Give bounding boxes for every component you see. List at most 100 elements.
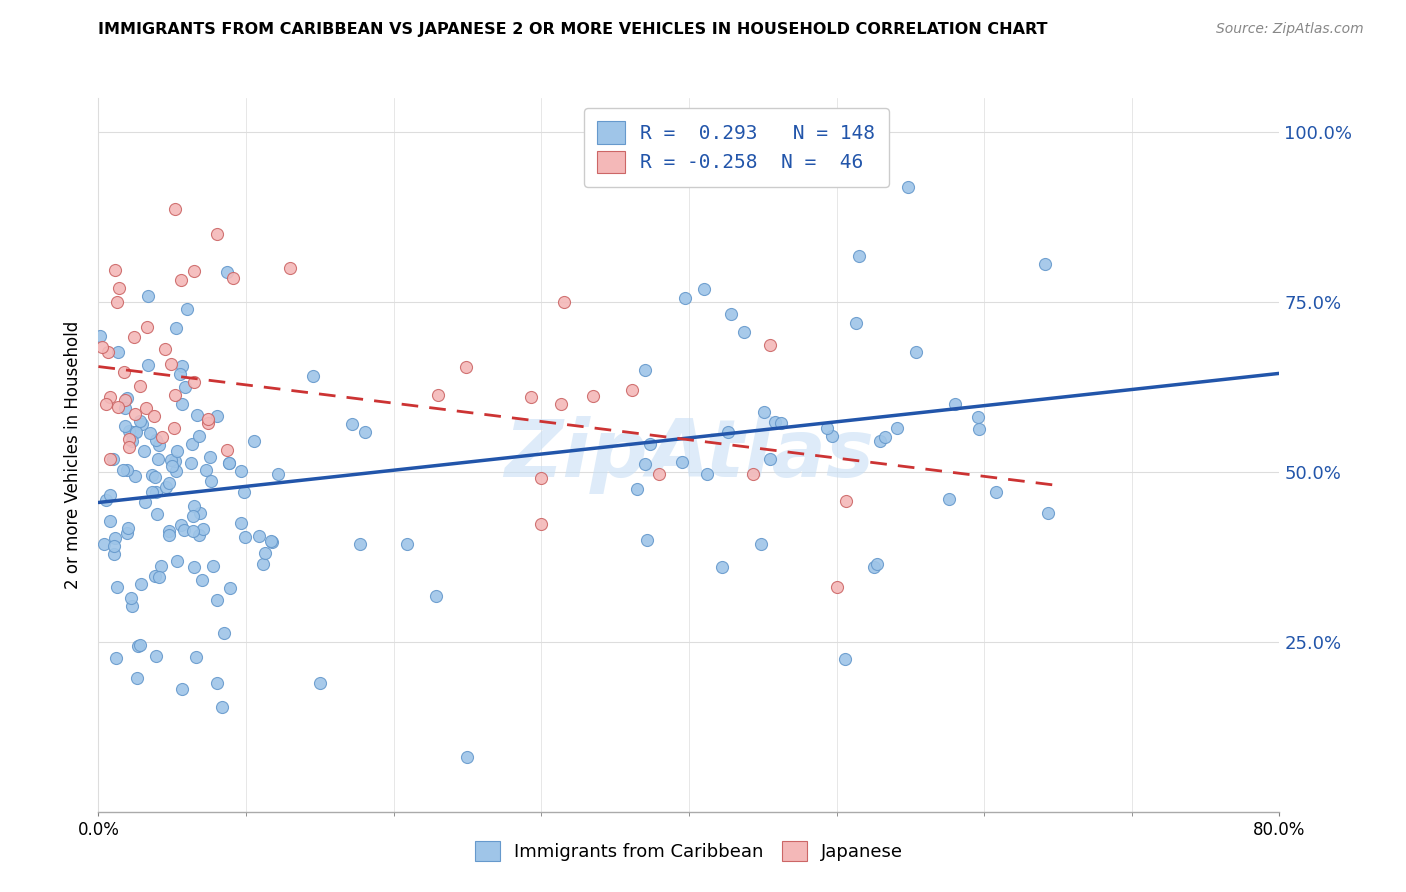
Point: [648, 467, 671, 481]
Point: [155, 481, 177, 495]
Point: [172, 359, 194, 373]
Point: [163, 454, 186, 468]
Point: [197, 412, 219, 426]
Point: [141, 467, 163, 482]
Point: [835, 494, 858, 508]
Point: [148, 570, 170, 584]
Point: [897, 179, 920, 194]
Point: [886, 421, 908, 435]
Point: [139, 425, 162, 440]
Point: [309, 675, 332, 690]
Point: [233, 485, 256, 500]
Point: [427, 388, 450, 402]
Point: [217, 265, 239, 279]
Point: [150, 430, 173, 444]
Point: [160, 458, 183, 473]
Point: [173, 523, 195, 537]
Point: [873, 430, 896, 444]
Point: [90, 340, 112, 354]
Point: [127, 639, 149, 653]
Point: [354, 425, 377, 439]
Point: [696, 467, 718, 481]
Point: [200, 474, 222, 488]
Point: [170, 397, 193, 411]
Point: [550, 397, 572, 411]
Point: [759, 451, 782, 466]
Point: [134, 443, 156, 458]
Point: [582, 389, 605, 403]
Point: [157, 524, 180, 539]
Point: [121, 599, 143, 613]
Point: [553, 295, 575, 310]
Point: [96, 493, 118, 508]
Point: [104, 531, 127, 545]
Point: [219, 581, 242, 595]
Point: [118, 432, 141, 446]
Point: [218, 457, 240, 471]
Point: [111, 463, 134, 477]
Point: [128, 414, 150, 428]
Point: [148, 452, 170, 467]
Point: [166, 444, 188, 458]
Point: [741, 467, 763, 481]
Point: [107, 400, 129, 414]
Point: [183, 560, 205, 574]
Point: [825, 581, 848, 595]
Point: [165, 202, 187, 217]
Point: [212, 625, 235, 640]
Point: [104, 263, 127, 277]
Point: [98, 514, 121, 528]
Point: [205, 675, 228, 690]
Point: [636, 533, 658, 548]
Point: [153, 342, 176, 356]
Point: [634, 363, 657, 377]
Point: [943, 397, 966, 411]
Point: [124, 425, 146, 439]
Point: [229, 464, 252, 478]
Point: [233, 531, 256, 545]
Point: [117, 521, 139, 535]
Point: [145, 569, 167, 583]
Point: [201, 559, 224, 574]
Point: [181, 508, 204, 523]
Point: [869, 434, 891, 449]
Point: [673, 291, 696, 305]
Point: [105, 580, 128, 594]
Point: [97, 344, 120, 359]
Point: [262, 535, 284, 549]
Point: [114, 419, 136, 434]
Point: [638, 437, 661, 451]
Point: [821, 429, 844, 443]
Point: [456, 750, 478, 764]
Point: [157, 528, 180, 542]
Point: [103, 539, 125, 553]
Point: [117, 440, 139, 454]
Point: [986, 484, 1008, 499]
Point: [1033, 257, 1056, 271]
Text: IMMIGRANTS FROM CARIBBEAN VS JAPANESE 2 OR MORE VEHICLES IN HOUSEHOLD CORRELATIO: IMMIGRANTS FROM CARIBBEAN VS JAPANESE 2 …: [98, 22, 1047, 37]
Point: [530, 517, 553, 532]
Point: [159, 452, 181, 467]
Point: [98, 390, 121, 404]
Point: [93, 537, 115, 551]
Point: [98, 452, 121, 467]
Point: [349, 537, 371, 551]
Point: [198, 450, 221, 464]
Point: [769, 416, 792, 430]
Point: [195, 463, 218, 477]
Point: [148, 438, 170, 452]
Point: [205, 227, 228, 241]
Point: [124, 425, 146, 439]
Point: [187, 527, 209, 541]
Point: [187, 428, 209, 442]
Point: [162, 421, 184, 435]
Point: [134, 495, 156, 509]
Point: [114, 393, 136, 408]
Point: [626, 482, 648, 496]
Point: [520, 391, 543, 405]
Point: [114, 401, 136, 415]
Point: [733, 326, 755, 340]
Point: [146, 507, 169, 521]
Point: [183, 375, 205, 389]
Point: [136, 358, 159, 372]
